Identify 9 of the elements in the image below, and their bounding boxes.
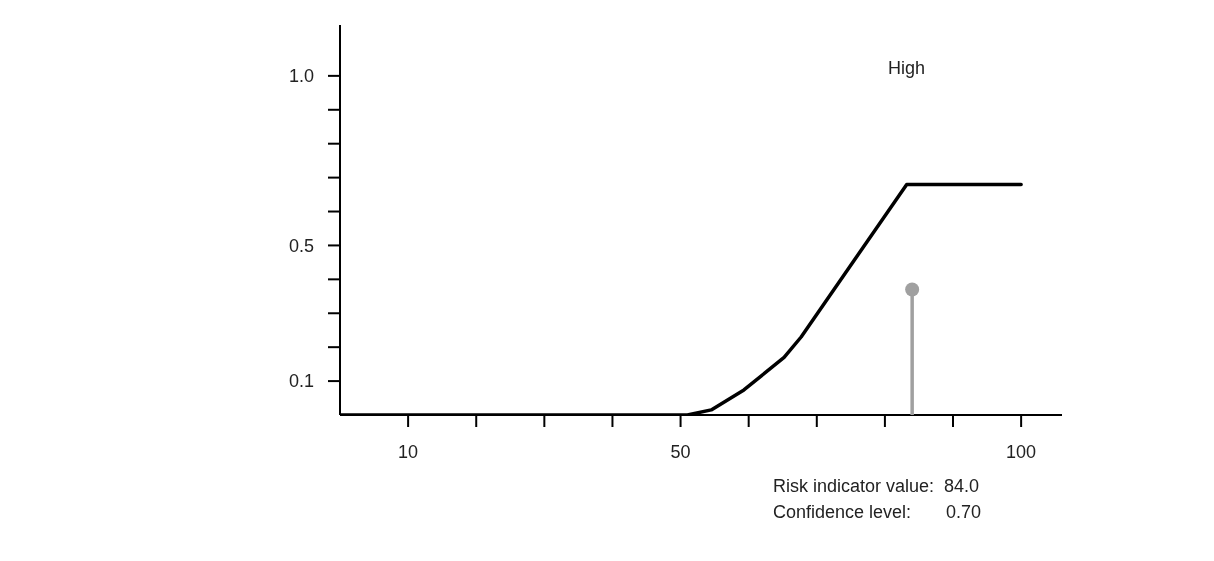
y-tick-label: 0.5 xyxy=(288,235,314,256)
y-tick-label: 0.1 xyxy=(288,371,314,392)
text: Confidence level: 0.70 xyxy=(773,502,982,523)
y-tick-label: 1.0 xyxy=(288,66,314,87)
x-tick-label: 10 xyxy=(398,441,419,462)
x-tick-label: 50 xyxy=(670,441,691,462)
text: Risk indicator value: 84.0 xyxy=(773,476,980,497)
annotation: High xyxy=(888,58,926,79)
x-tick-label: 100 xyxy=(1006,441,1037,462)
